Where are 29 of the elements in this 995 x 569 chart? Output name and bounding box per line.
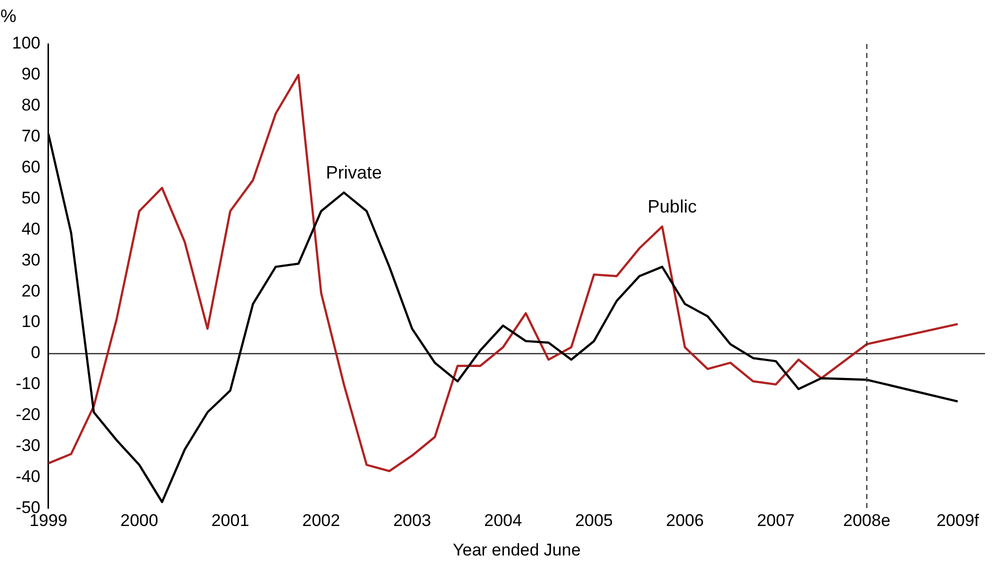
x-tick-label: 2003 [393, 511, 432, 530]
x-tick-label: 2007 [756, 511, 795, 530]
y-tick-label: 20 [21, 281, 40, 300]
y-tick-label: 0 [30, 343, 40, 362]
y-tick-label: 40 [21, 219, 40, 238]
x-tick-label: 2009f [936, 511, 980, 530]
x-tick-label: 2006 [666, 511, 704, 530]
y-tick-label: -30 [16, 436, 40, 455]
y-tick-label: 60 [21, 157, 40, 176]
x-tick-label: 2005 [575, 511, 613, 530]
annotation: Private [326, 162, 382, 183]
x-tick-label: 2000 [120, 511, 158, 530]
x-tick-label: 2001 [211, 511, 250, 530]
y-tick-label: -20 [16, 405, 40, 424]
annotation: Public [648, 196, 697, 217]
y-tick-label: 80 [21, 96, 40, 115]
y-tick-label: 50 [21, 188, 40, 208]
x-tick-label: 2002 [302, 511, 340, 530]
x-tick-label: 2004 [484, 511, 522, 530]
y-axis-title: % [0, 6, 16, 26]
y-tick-label: 10 [21, 312, 40, 332]
y-tick-label: 70 [21, 126, 40, 146]
y-tick-label: 100 [12, 34, 40, 53]
y-tick-label: 30 [21, 250, 40, 270]
x-tick-label: 2008e [843, 511, 890, 530]
y-tick-label: -10 [16, 374, 40, 394]
x-axis-title: Year ended June [452, 540, 581, 560]
y-tick-label: 90 [21, 64, 40, 84]
y-tick-label: -40 [16, 466, 40, 486]
